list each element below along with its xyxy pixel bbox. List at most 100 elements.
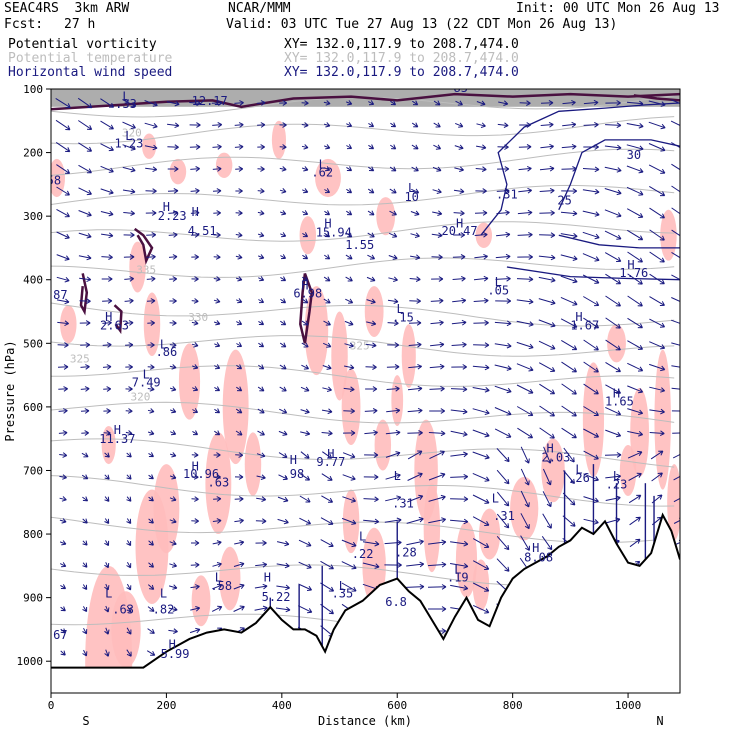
pv-shade-blob (607, 324, 626, 363)
wind-vector (323, 100, 331, 106)
wind-vector (451, 319, 467, 326)
wind-vector (364, 452, 379, 458)
wind-vector (126, 561, 132, 569)
wind-vector (431, 232, 443, 238)
wind-vector (367, 210, 375, 216)
wind-vector (148, 518, 154, 524)
wind-vector (433, 100, 441, 106)
hl-label: L (215, 571, 222, 585)
wind-vector (301, 320, 309, 326)
wind-vector (58, 386, 68, 392)
x-tick-label: 1000 (615, 699, 642, 712)
wind-vector (433, 144, 442, 150)
wind-vector (472, 604, 490, 614)
wind-vector (213, 254, 221, 260)
wind-vector (605, 495, 621, 502)
wind-vector (473, 342, 490, 348)
wind-vector (560, 318, 578, 328)
wind-vector (144, 100, 158, 107)
wind-vector (604, 209, 622, 218)
wind-vector (169, 276, 178, 282)
wind-vector (627, 362, 644, 372)
wind-vector (280, 210, 287, 216)
wind-vector (257, 166, 265, 172)
wind-vector (57, 342, 69, 348)
wind-vector (407, 385, 423, 392)
wind-vector (257, 122, 266, 128)
wind-vector (78, 232, 92, 239)
hl-label: 2.63 (100, 318, 129, 332)
wind-vector (517, 427, 534, 439)
hl-label: 1.67 (570, 318, 599, 332)
wind-vector (189, 627, 201, 634)
wind-vector (604, 144, 622, 151)
wind-vector (428, 472, 446, 481)
wind-vector (104, 452, 110, 458)
wind-vector (364, 408, 378, 414)
wind-vector (473, 297, 489, 304)
wind-vector (190, 584, 200, 590)
wind-vector (235, 452, 244, 458)
theta-contour-label: 335 (136, 263, 156, 276)
wind-vector (80, 364, 90, 370)
wind-vector (430, 341, 445, 348)
hl-label: .26 (568, 471, 590, 485)
wind-vector (411, 144, 419, 150)
hl-label: 6.8 (385, 595, 407, 609)
theta-contour-line (51, 257, 675, 278)
wind-vector (302, 232, 309, 238)
wind-vector (126, 452, 132, 458)
wind-vector (301, 166, 309, 172)
hl-label: H (327, 447, 334, 461)
wind-vector (147, 386, 155, 392)
wind-vector (561, 383, 577, 395)
wind-vector (454, 144, 464, 150)
hl-label: 20.47 (441, 224, 477, 238)
field-pv-xy: XY= 132.0,117.9 to 208.7,474.0 (284, 37, 519, 52)
wind-vector (342, 496, 356, 503)
wind-vector (476, 122, 486, 128)
pv-shade-blob (667, 464, 680, 541)
pv-contour-line (51, 92, 680, 111)
wind-vector (212, 562, 222, 568)
wind-vector (605, 473, 622, 480)
wind-vector (346, 188, 353, 194)
wind-vector (560, 233, 578, 239)
wind-vector (235, 210, 243, 216)
wind-vector (320, 560, 334, 570)
wind-vector (583, 428, 600, 438)
wind-vector (102, 364, 112, 370)
hl-label: L (454, 562, 461, 576)
wind-vector (82, 627, 88, 635)
wind-vector (257, 430, 265, 436)
wind-vector (191, 452, 199, 458)
wind-vector (345, 232, 353, 238)
wind-vector (276, 584, 290, 591)
axes: 100 200 300 400 500 600 700 800 900 1000 0 200 400 60… (17, 83, 642, 712)
wind-vector (191, 342, 199, 348)
wind-vector (450, 430, 468, 437)
wind-vector (59, 496, 67, 502)
wind-vector (342, 452, 356, 459)
wind-vector (472, 472, 490, 482)
wind-vector (257, 408, 265, 414)
wind-vector (495, 275, 511, 282)
hl-label: H (264, 571, 271, 585)
wind-vector (342, 430, 356, 436)
wind-vector (323, 320, 331, 326)
wind-vector (235, 166, 244, 172)
pv-shade-blob (331, 311, 348, 401)
wind-vector (147, 606, 155, 612)
pv-shade-blob (219, 546, 241, 611)
wind-vector (516, 341, 534, 350)
wind-vector (671, 185, 680, 193)
wind-vector (190, 606, 201, 612)
wind-vector (451, 341, 467, 348)
wind-vector (407, 450, 423, 460)
wind-vector (322, 386, 332, 392)
wind-vector (280, 320, 287, 326)
wind-vector (496, 491, 510, 507)
wind-vector (80, 408, 90, 414)
wind-vector (102, 342, 112, 348)
wind-vector (214, 430, 221, 436)
